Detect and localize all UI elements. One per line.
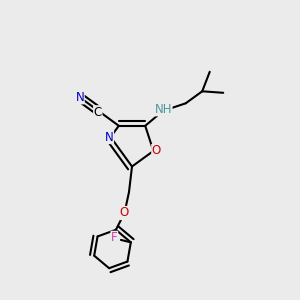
Text: F: F	[111, 231, 118, 244]
Text: C: C	[94, 106, 102, 119]
Text: N: N	[105, 130, 113, 143]
Text: O: O	[120, 206, 129, 220]
Text: N: N	[75, 91, 84, 104]
Text: NH: NH	[154, 103, 172, 116]
Text: O: O	[152, 145, 161, 158]
